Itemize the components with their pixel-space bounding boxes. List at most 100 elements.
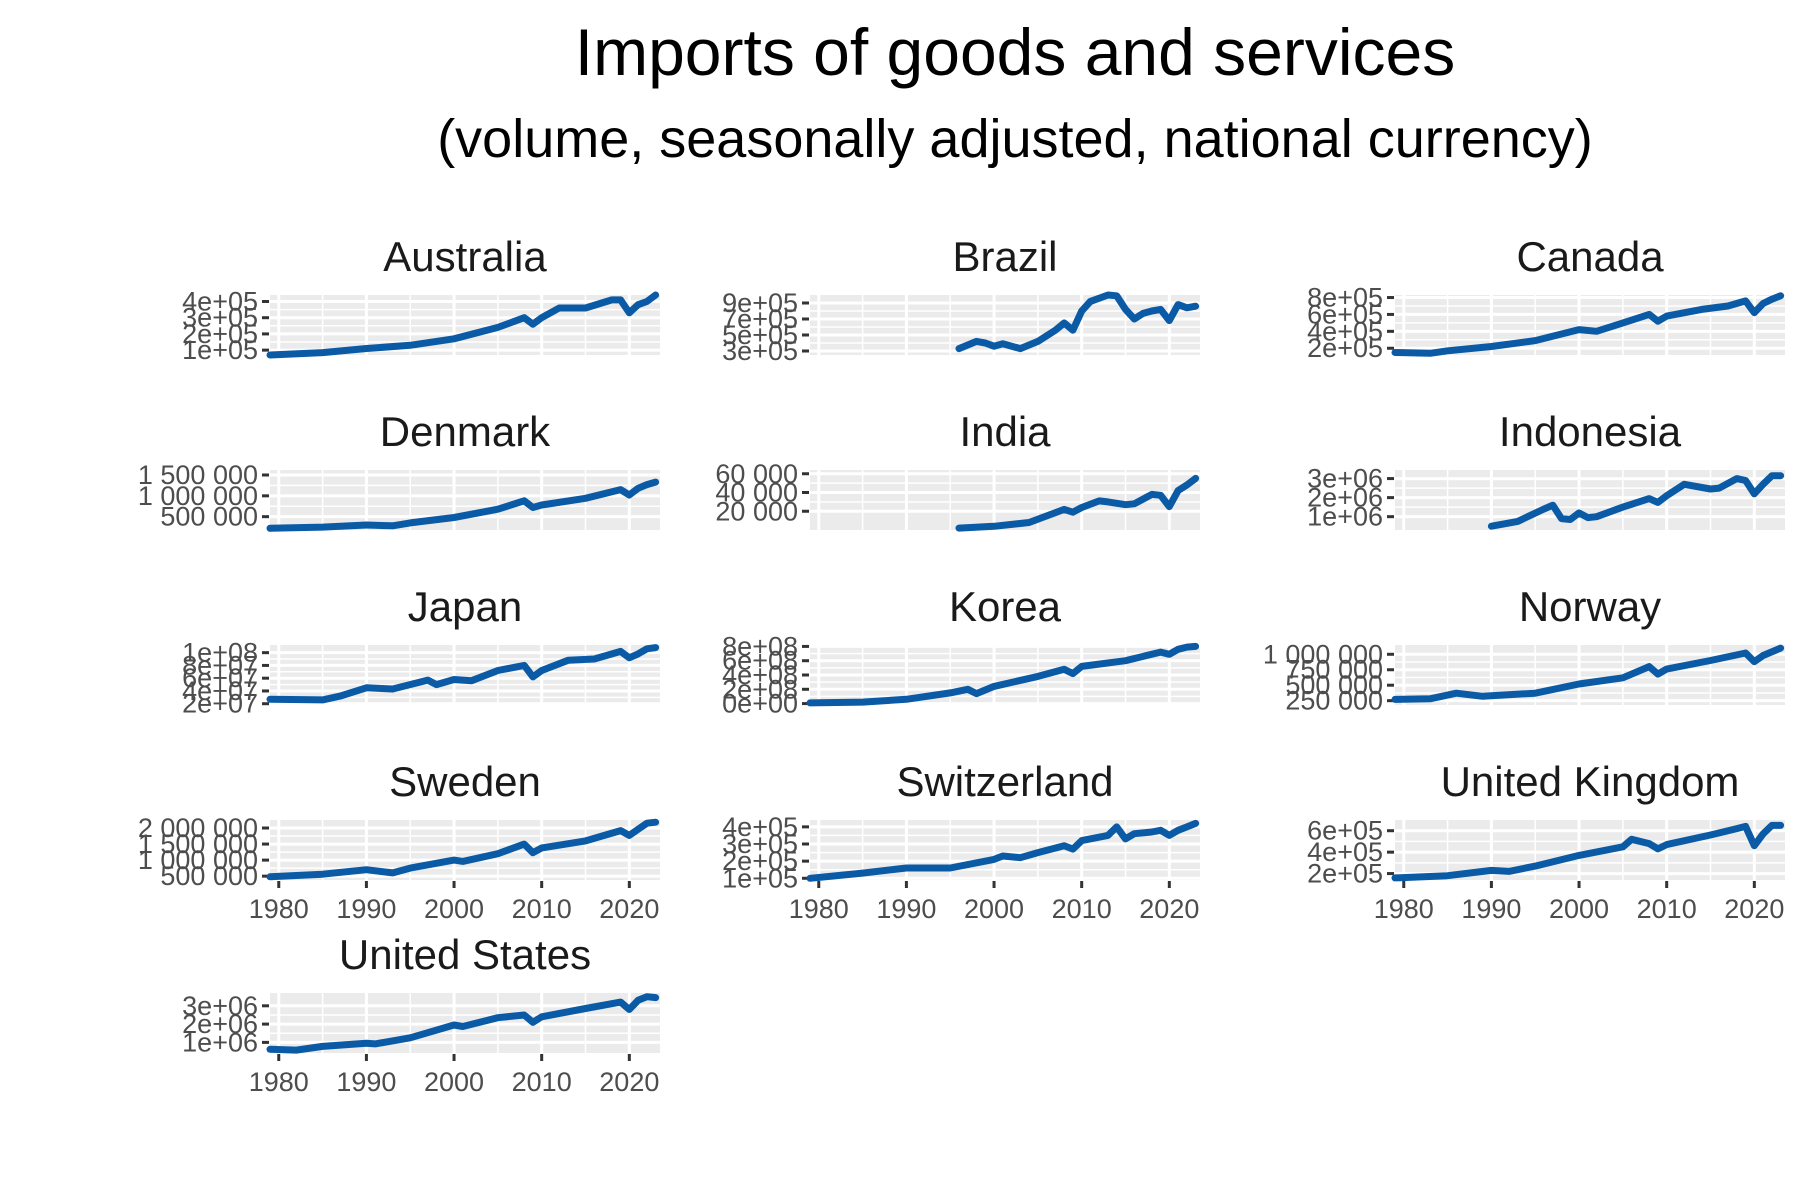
y-tick-label: 1e+05 <box>182 335 258 365</box>
y-tick-label: 8e+08 <box>722 631 798 661</box>
y-tick-label: 4e+05 <box>1307 837 1383 867</box>
y-tick-label: 1e+06 <box>1307 502 1383 532</box>
x-tick-label: 2020 <box>1724 894 1784 924</box>
y-tick-label: 500 000 <box>160 502 258 532</box>
panel-title-norway: Norway <box>1519 583 1661 630</box>
panel-title-korea: Korea <box>949 583 1062 630</box>
y-tick-label: 4e+05 <box>182 286 258 316</box>
y-tick-label: 4e+05 <box>722 812 798 842</box>
series-line-denmark <box>266 478 660 532</box>
y-tick-label: 4e+08 <box>722 660 798 690</box>
y-tick-label: 2e+08 <box>722 674 798 704</box>
panel-title-united-kingdom: United Kingdom <box>1441 758 1740 805</box>
x-tick-label: 1980 <box>249 1067 309 1097</box>
y-tick-label: 2e+05 <box>1307 859 1383 889</box>
series-line-australia <box>266 291 660 359</box>
series-line-india <box>955 474 1200 532</box>
y-tick-label: 5e+05 <box>722 320 798 350</box>
y-tick-label: 1e+06 <box>182 1027 258 1057</box>
y-tick-label: 7e+05 <box>722 304 798 334</box>
x-tick-label: 2010 <box>1637 894 1697 924</box>
y-tick-label: 2e+05 <box>1307 333 1383 363</box>
y-tick-label: 750 000 <box>1285 655 1383 685</box>
series-line-sweden <box>266 818 660 881</box>
y-tick-label: 1e+08 <box>182 638 258 668</box>
y-tick-label: 250 000 <box>1285 686 1383 716</box>
x-tick-label: 2020 <box>1139 894 1199 924</box>
x-tick-label: 2010 <box>512 894 572 924</box>
y-tick-label: 60 000 <box>715 459 798 489</box>
panel-title-australia: Australia <box>383 233 547 280</box>
y-tick-label: 2 000 000 <box>138 813 258 843</box>
y-tick-label: 4e+07 <box>182 676 258 706</box>
series-line-korea <box>806 642 1200 707</box>
y-tick-label: 20 000 <box>715 496 798 526</box>
x-tick-label: 1990 <box>336 1067 396 1097</box>
y-tick-label: 8e+05 <box>1307 283 1383 313</box>
y-tick-label: 6e+05 <box>1307 299 1383 329</box>
x-tick-label: 2000 <box>424 1067 484 1097</box>
series-line-brazil <box>955 291 1200 353</box>
y-tick-label: 40 000 <box>715 478 798 508</box>
x-tick-label: 2020 <box>599 894 659 924</box>
y-tick-label: 3e+05 <box>722 336 798 366</box>
y-tick-label: 2e+06 <box>182 1009 258 1039</box>
y-tick-label: 8e+07 <box>182 650 258 680</box>
x-tick-label: 2000 <box>424 894 484 924</box>
y-tick-label: 2e+05 <box>182 319 258 349</box>
y-tick-label: 6e+05 <box>1307 816 1383 846</box>
series-line-indonesia <box>1487 472 1785 530</box>
panel-title-denmark: Denmark <box>380 408 551 455</box>
x-tick-label: 1990 <box>876 894 936 924</box>
x-tick-label: 2010 <box>1052 894 1112 924</box>
y-tick-label: 500 000 <box>1285 670 1383 700</box>
panel-title-switzerland: Switzerland <box>896 758 1113 805</box>
y-tick-label: 2e+06 <box>1307 483 1383 513</box>
y-tick-label: 1 500 000 <box>138 829 258 859</box>
y-tick-label: 3e+05 <box>182 303 258 333</box>
y-tick-label: 6e+07 <box>182 663 258 693</box>
series-line-united-kingdom <box>1391 821 1785 882</box>
y-tick-label: 1 000 000 <box>138 845 258 875</box>
chart-title: Imports of goods and services <box>574 15 1456 89</box>
series-line-norway <box>1391 644 1785 703</box>
x-tick-label: 1980 <box>1374 894 1434 924</box>
y-tick-label: 0e+00 <box>722 689 798 719</box>
x-tick-label: 2000 <box>964 894 1024 924</box>
x-tick-label: 1980 <box>249 894 309 924</box>
x-tick-label: 2010 <box>512 1067 572 1097</box>
panel-title-brazil: Brazil <box>952 233 1057 280</box>
x-tick-label: 1990 <box>336 894 396 924</box>
panel-background <box>270 470 660 530</box>
y-tick-label: 4e+05 <box>1307 316 1383 346</box>
y-tick-label: 1e+05 <box>722 863 798 893</box>
x-tick-label: 1990 <box>1461 894 1521 924</box>
series-line-switzerland <box>806 819 1200 882</box>
y-tick-label: 1 000 000 <box>138 481 258 511</box>
y-tick-label: 3e+06 <box>1307 464 1383 494</box>
panel-title-sweden: Sweden <box>389 758 541 805</box>
panel-title-india: India <box>959 408 1051 455</box>
series-line-canada <box>1391 292 1785 357</box>
x-tick-label: 1980 <box>789 894 849 924</box>
y-tick-label: 9e+05 <box>722 288 798 318</box>
y-tick-label: 500 000 <box>160 861 258 891</box>
panel-title-canada: Canada <box>1516 233 1664 280</box>
y-tick-label: 3e+05 <box>722 829 798 859</box>
y-tick-label: 2e+07 <box>182 689 258 719</box>
panel-title-united-states: United States <box>339 931 591 978</box>
y-tick-label: 1 500 000 <box>138 460 258 490</box>
y-tick-label: 3e+06 <box>182 991 258 1021</box>
